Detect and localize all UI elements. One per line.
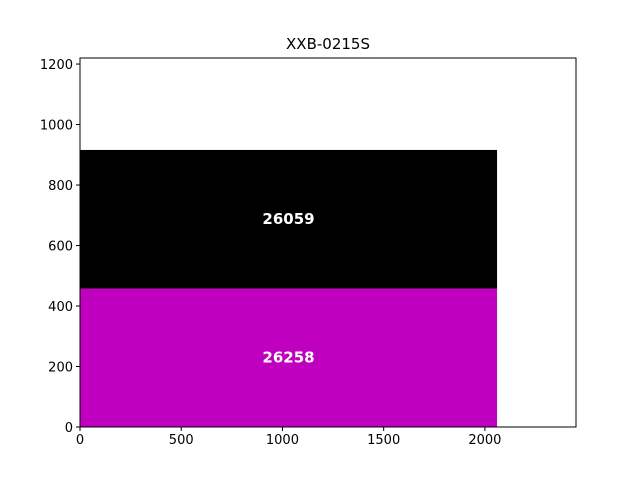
plot-frame bbox=[79, 57, 577, 428]
y-tick-label: 200 bbox=[48, 361, 73, 376]
x-tick-label: 1000 bbox=[266, 433, 299, 448]
chart-title: XXB-0215S bbox=[286, 35, 370, 53]
x-tick-label: 500 bbox=[169, 433, 194, 448]
y-axis: 0 200 400 600 800 1000 1200 bbox=[40, 58, 80, 436]
y-tick-label: 600 bbox=[48, 240, 73, 255]
y-tick-label: 800 bbox=[48, 179, 73, 194]
bar-label-26258: 26258 bbox=[262, 349, 314, 367]
y-tick-label: 0 bbox=[65, 421, 73, 436]
bar-labels-layer: 26258 26059 bbox=[262, 210, 314, 367]
bar-26258 bbox=[80, 288, 498, 427]
y-tick-label: 1200 bbox=[40, 58, 73, 73]
x-tick-label: 2000 bbox=[468, 433, 501, 448]
x-tick-label: 0 bbox=[76, 433, 84, 448]
x-tick-label: 1500 bbox=[367, 433, 400, 448]
y-tick-label: 1000 bbox=[40, 119, 73, 134]
x-axis: 0 500 1000 1500 2000 bbox=[76, 427, 501, 448]
y-tick-label: 400 bbox=[48, 300, 73, 315]
bar-26059 bbox=[80, 149, 498, 289]
bar-label-26059: 26059 bbox=[262, 210, 314, 228]
bars-layer bbox=[80, 149, 498, 427]
